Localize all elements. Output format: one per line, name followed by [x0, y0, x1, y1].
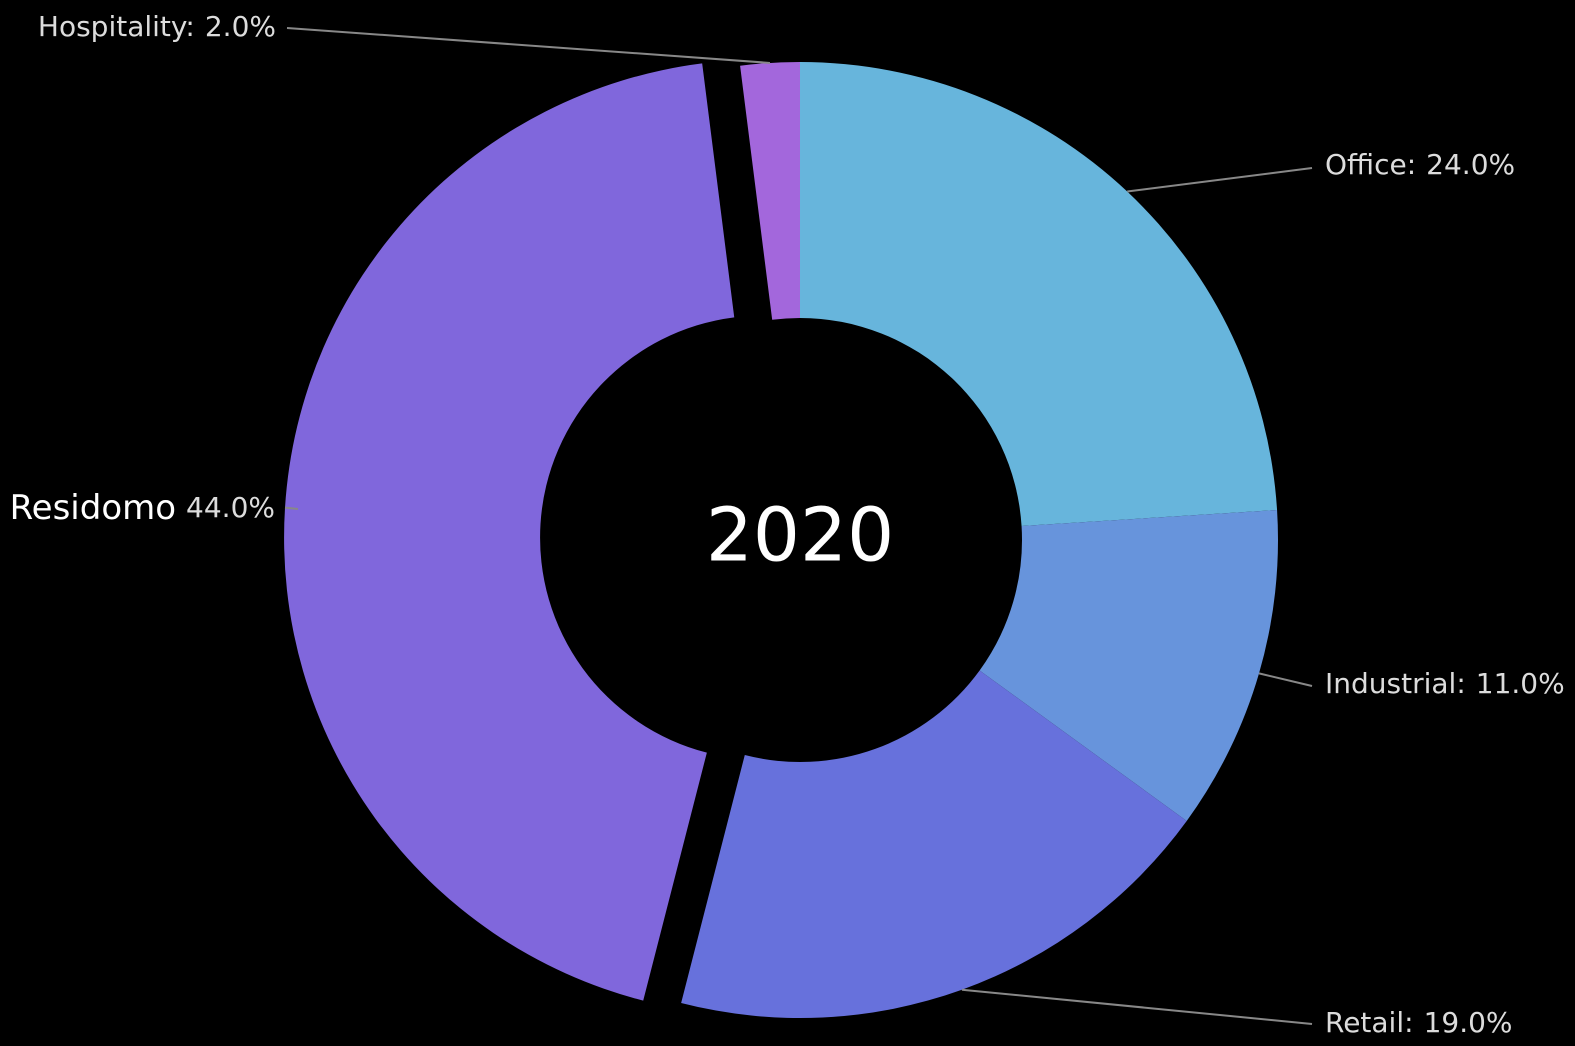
slice — [740, 62, 800, 320]
slice-label: Office: 24.0% — [1325, 148, 1515, 181]
value-label: 2.0% — [205, 10, 276, 43]
leader-line — [1127, 167, 1313, 193]
value-label: 19.0% — [1424, 1006, 1513, 1039]
slice — [979, 509, 1278, 821]
slice-group: Retail: 19.0% — [681, 670, 1513, 1039]
slice-group: Residomo 44.0% — [10, 63, 735, 1001]
slice-label: Residomo 44.0% — [10, 488, 275, 528]
slice — [800, 62, 1278, 527]
slice-label: Hospitality: 2.0% — [38, 10, 276, 43]
value-label: 24.0% — [1426, 148, 1515, 181]
value-label: 11.0% — [1476, 667, 1565, 700]
leader-line — [1258, 672, 1313, 687]
leader-line — [961, 988, 1313, 1025]
center-label: 2020 — [706, 493, 894, 579]
leader-line — [286, 27, 771, 64]
slice-group: Office: 24.0% — [800, 62, 1515, 527]
category-name: Retail: — [1325, 1006, 1414, 1039]
category-name: Office: — [1325, 148, 1416, 181]
slice-group: Hospitality: 2.0% — [38, 10, 800, 320]
category-name: Residomo — [10, 488, 176, 528]
category-name: Hospitality: — [38, 10, 195, 43]
slice-group: Industrial: 11.0% — [979, 509, 1565, 821]
slice-label: Retail: 19.0% — [1325, 1006, 1513, 1039]
value-label: 44.0% — [186, 491, 275, 524]
category-name: Industrial: — [1325, 667, 1466, 700]
leader-line — [284, 506, 299, 510]
slice — [284, 63, 735, 1001]
slice — [681, 670, 1187, 1018]
slice-label: Industrial: 11.0% — [1325, 667, 1565, 700]
